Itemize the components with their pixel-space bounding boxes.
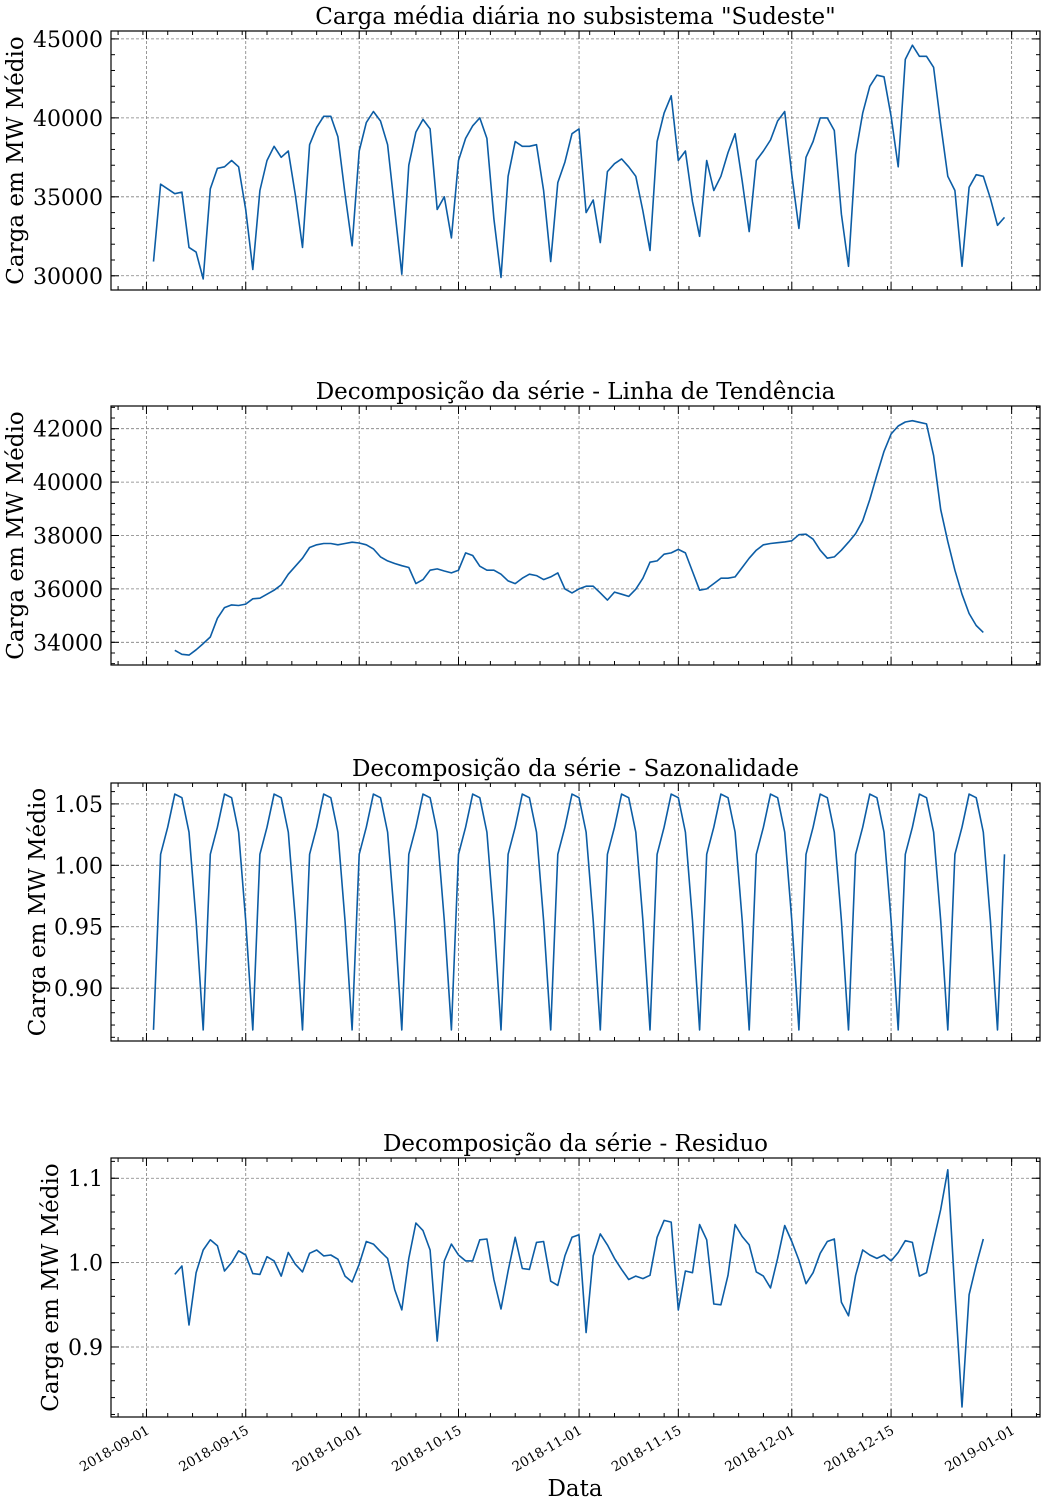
chart-title: Decomposição da série - Sazonalidade xyxy=(352,756,799,782)
x-tick-label: 2018-12-01 xyxy=(722,1423,797,1476)
plot-frame xyxy=(110,405,1041,666)
y-tick-label: 35000 xyxy=(33,186,103,211)
y-tick-label: 0.95 xyxy=(54,916,103,941)
y-tick-label: 34000 xyxy=(33,631,103,656)
x-tick-label: 2018-10-15 xyxy=(389,1423,464,1476)
series-line xyxy=(152,793,1006,1031)
chart-title: Carga média diária no subsistema "Sudest… xyxy=(315,4,835,30)
x-tick-label: 2018-12-15 xyxy=(822,1423,897,1476)
y-tick-label: 1.05 xyxy=(54,793,103,818)
y-tick-label: 40000 xyxy=(33,471,103,496)
y-tick-label: 30000 xyxy=(33,265,103,290)
y-tick-label: 1.00 xyxy=(54,854,103,879)
y-axis-label: Carga em MW Médio xyxy=(38,1163,64,1411)
panel-carga-media: 30000 35000 40000 45000 Carga média diária n… xyxy=(3,4,1041,291)
y-tick-label: 38000 xyxy=(33,525,103,550)
y-tick-label: 1.1 xyxy=(68,1167,103,1192)
y-axis-label: Carga em MW Médio xyxy=(25,788,51,1036)
y-tick-label: 0.90 xyxy=(54,977,103,1002)
chart-title: Decomposição da série - Residuo xyxy=(383,1131,768,1157)
x-tick-label: 2018-09-01 xyxy=(77,1423,152,1476)
x-tick-label: 2018-11-01 xyxy=(510,1423,585,1476)
plot-frame xyxy=(110,782,1041,1042)
y-tick-label: 45000 xyxy=(33,28,103,53)
y-axis-label: Carga em MW Médio xyxy=(3,36,29,284)
y-axis-label: Carga em MW Médio xyxy=(3,411,29,659)
x-tick-label: 2018-10-01 xyxy=(290,1423,365,1476)
series-line xyxy=(152,44,1006,280)
panel-tendencia: 34000 36000 38000 40000 42000 Decomposição da… xyxy=(3,379,1041,666)
y-tick-label: 1.0 xyxy=(68,1252,103,1277)
chart-title: Decomposição da série - Linha de Tendênc… xyxy=(316,379,836,405)
x-tick-label: 2019-01-01 xyxy=(942,1423,1017,1476)
x-tick-label: 2018-09-15 xyxy=(176,1423,251,1476)
plot-frame xyxy=(110,30,1041,291)
series-line xyxy=(174,1169,985,1408)
y-tick-label: 40000 xyxy=(33,107,103,132)
y-tick-label: 0.9 xyxy=(68,1336,103,1361)
panel-residuo: 0.9 1.0 1.1 Decomposição da série - Residuo… xyxy=(38,1131,1041,1476)
y-tick-label: 42000 xyxy=(33,418,103,443)
x-tick-label: 2018-11-15 xyxy=(609,1423,684,1476)
panel-sazonalidade: 0.90 0.95 1.00 1.05 Decomposição da série - … xyxy=(25,756,1041,1042)
x-axis-label: Data xyxy=(547,1476,602,1502)
plot-frame xyxy=(110,1157,1041,1418)
y-tick-label: 36000 xyxy=(33,578,103,603)
series-line xyxy=(174,419,984,656)
